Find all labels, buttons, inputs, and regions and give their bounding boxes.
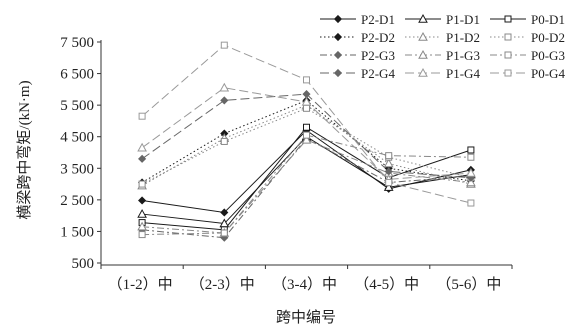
legend-label-p2-g3: P2-G3 [361,48,395,63]
data-point-p0-g4 [467,199,475,207]
y-tick-label: 5 500 [60,98,94,114]
data-point-p1-d1 [137,209,147,218]
legend-marker-p2-d1 [333,14,343,24]
data-point-p2-g4 [220,96,229,105]
legend-marker-p0-d2 [504,33,512,41]
data-point-p0-d2 [220,137,228,145]
data-point-p1-g3 [137,221,147,231]
legend-label-p1-d2: P1-D2 [446,30,480,45]
legend-label-p1-g3: P1-G3 [446,48,480,63]
data-point-p0-g3 [385,152,393,160]
data-point-p0-g3 [467,153,475,161]
y-tick-label: 500 [72,256,95,272]
x-tick-label: （3-4）中 [272,276,337,293]
series-line-p1-g3 [142,139,471,234]
data-point-p0-g4 [385,178,393,186]
data-point-p1-d1 [383,182,394,191]
data-point-p2-g4 [138,154,147,163]
legend-label-p2-d2: P2-D2 [361,30,395,45]
y-tick-label: 7 500 [60,35,94,51]
legend-label-p0-d1: P0-D1 [531,12,565,27]
y-tick-label: 3 500 [60,161,94,177]
data-point-p2-d1 [138,196,147,205]
data-point-p1-g4 [301,96,312,106]
legend-label-p1-g4: P1-G4 [446,66,480,81]
legend-marker-p2-d2 [333,32,343,42]
data-point-p1-g3 [301,134,312,144]
legend-marker-p2-g4 [333,68,343,78]
legend-background [316,10,578,86]
x-axis-title: 跨中编号 [276,309,336,326]
legend-marker-p0-g4 [504,69,512,77]
legend-label-p0-g4: P0-G4 [531,66,565,81]
data-point-p0-g3 [138,231,146,239]
data-point-p0-g3 [303,131,310,139]
series-line-p1-d1 [142,136,471,225]
legend-marker-p2-g3 [333,50,343,60]
data-point-p0-g4 [303,76,310,84]
series-line-p1-d2 [141,104,472,187]
y-tick-label: 6 500 [60,67,94,83]
data-point-p0-g3 [220,229,228,237]
x-tick-label: （1-2）中 [108,276,173,293]
legend-label-p1-d1: P1-D1 [446,12,480,27]
x-tick-label: （2-3）中 [190,276,255,293]
data-point-p1-g3 [466,177,476,187]
axes: 500 1 500 2 500 3 500 4 500 5 500 6 500 7 500 （1… [60,35,513,293]
y-tick-label: 2 500 [60,193,94,209]
x-tick-label: （5-6）中 [436,276,501,293]
legend-label-p2-g4: P2-G4 [361,66,395,81]
legend: P2-D1 P1-D1 P0-D1 P2-D2 P1-D2 P0-D2 P2-G3 P1-G3… [316,10,578,86]
legend-label-p2-d1: P2-D1 [361,12,395,27]
legend-marker-p1-g4 [418,67,428,77]
x-tick-label: （4-5）中 [354,276,419,293]
data-point-p0-d1 [303,123,310,131]
legend-label-p0-g3: P0-G3 [531,48,565,63]
series-line-p0-d2 [141,107,472,185]
legend-label-p0-d2: P0-D2 [531,30,565,45]
legend-marker-p1-d2 [418,31,428,41]
data-markers [137,41,476,242]
legend-marker-p1-d1 [418,13,428,23]
legend-marker-p1-g3 [418,49,428,59]
data-point-p1-g4 [466,167,476,177]
data-point-p1-g4 [219,82,230,92]
y-tick-label: 4 500 [60,130,94,146]
data-point-p1-g4 [137,142,147,152]
data-point-p1-d2 [383,158,394,168]
data-point-p0-g4 [138,112,146,120]
y-tick-label: 1 500 [60,224,94,240]
y-axis-title: 横梁跨中弯矩/(kN·m) [16,80,33,219]
legend-marker-p0-d1 [504,15,512,23]
legend-marker-p0-g3 [504,51,512,59]
data-point-p0-d1 [467,146,475,154]
data-point-p0-d2 [138,180,146,188]
data-point-p2-d1 [220,208,229,217]
data-point-p0-d2 [303,104,310,112]
data-point-p0-g4 [220,41,228,49]
